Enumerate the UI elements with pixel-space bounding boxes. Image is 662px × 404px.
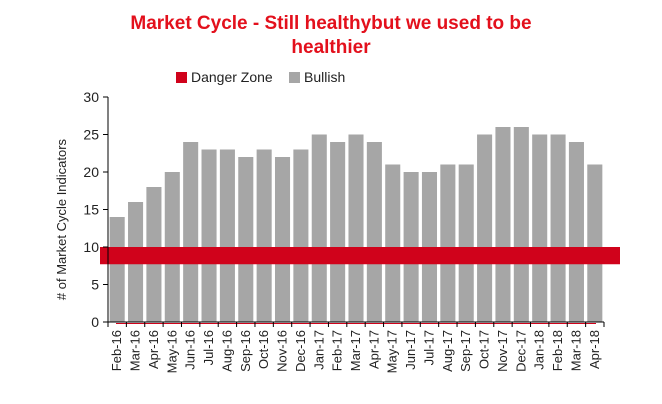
x-tick-label-apr-17: Apr-17 [366, 330, 381, 369]
x-tick-label-mar-18: Mar-18 [568, 330, 583, 371]
bar-nov-16 [274, 157, 291, 322]
x-tick-label-jul-16: Jul-16 [201, 330, 216, 365]
legend-swatch-bullish [289, 72, 300, 83]
bar-dec-16 [293, 149, 309, 322]
bar-feb-18 [550, 134, 566, 322]
x-tick-label-feb-18: Feb-18 [550, 330, 565, 371]
bar-jun-16 [183, 142, 199, 322]
x-tick-label-apr-16: Apr-16 [146, 330, 161, 369]
x-tick-label-dec-17: Dec-17 [513, 330, 528, 372]
y-axis-label: # of Market Cycle Indicators [54, 138, 69, 300]
bar-may-17 [385, 164, 401, 322]
x-tick-label-may-16: May-16 [164, 330, 179, 373]
bar-sep-17 [458, 164, 474, 322]
bar-oct-16 [256, 149, 272, 322]
x-tick-label-jun-16: Jun-16 [183, 330, 198, 370]
y-tick-label-15: 15 [83, 202, 99, 218]
bar-sep-16 [238, 157, 254, 322]
bar-apr-18 [587, 164, 603, 322]
x-tick-label-may-17: May-17 [385, 330, 400, 373]
x-tick-label-dec-16: Dec-16 [293, 330, 308, 372]
x-tick-label-feb-16: Feb-16 [109, 330, 124, 371]
bar-feb-17 [330, 142, 346, 322]
y-tick-label-5: 5 [91, 277, 99, 293]
bar-jan-18 [532, 134, 548, 322]
x-tick-label-aug-17: Aug-17 [440, 330, 455, 372]
legend-label-bullish: Bullish [304, 69, 345, 85]
x-tick-label-mar-16: Mar-16 [128, 330, 143, 371]
bar-jul-16 [201, 149, 217, 322]
x-tick-label-nov-17: Nov-17 [495, 330, 510, 372]
chart-title-line-2: healthier [291, 37, 371, 58]
bar-nov-17 [495, 127, 511, 322]
x-tick-label-jan-18: Jan-18 [532, 330, 547, 370]
bar-aug-16 [219, 149, 235, 322]
bar-feb-16 [109, 217, 125, 322]
x-tick-label-sep-16: Sep-16 [238, 330, 253, 372]
legend-label-danger-zone: Danger Zone [191, 69, 273, 85]
y-tick-label-20: 20 [83, 164, 99, 180]
y-tick-label-10: 10 [83, 239, 99, 255]
bar-apr-17 [366, 142, 382, 322]
danger-zone-band [100, 247, 620, 265]
chart-title-line-1: Market Cycle - Still healthybut we used … [130, 13, 532, 34]
bar-jan-17 [311, 134, 327, 322]
chart-title: Market Cycle - Still healthybut we used … [0, 12, 662, 60]
x-tick-label-aug-16: Aug-16 [219, 330, 234, 372]
bar-oct-17 [477, 134, 493, 322]
x-tick-label-jun-17: Jun-17 [403, 330, 418, 370]
x-tick-label-nov-16: Nov-16 [275, 330, 290, 372]
x-tick-label-feb-17: Feb-17 [330, 330, 345, 371]
y-tick-label-0: 0 [91, 314, 99, 330]
y-tick-label-30: 30 [83, 89, 99, 105]
x-tick-label-oct-17: Oct-17 [477, 330, 492, 369]
bar-aug-17 [440, 164, 456, 322]
y-tick-label-25: 25 [83, 127, 99, 143]
bar-dec-17 [513, 127, 529, 322]
bar-mar-17 [348, 134, 364, 322]
x-tick-label-sep-17: Sep-17 [458, 330, 473, 372]
legend-swatch-danger-zone [176, 72, 187, 83]
x-tick-label-jan-17: Jan-17 [311, 330, 326, 370]
x-tick-label-mar-17: Mar-17 [348, 330, 363, 371]
x-tick-label-apr-18: Apr-18 [587, 330, 602, 369]
bar-mar-18 [568, 142, 584, 322]
x-tick-label-jul-17: Jul-17 [421, 330, 436, 365]
x-tick-label-oct-16: Oct-16 [256, 330, 271, 369]
